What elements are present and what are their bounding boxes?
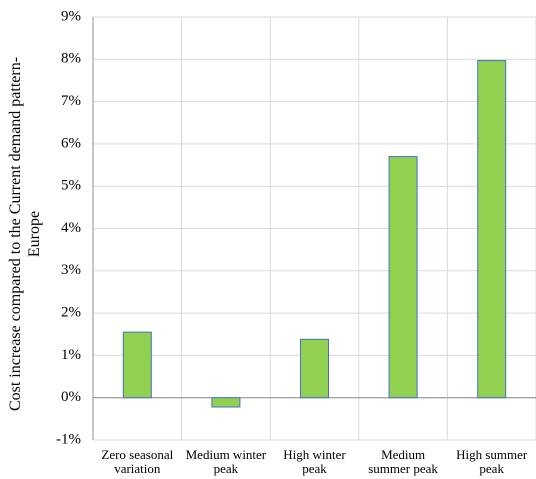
- y-tick-label: -1%: [56, 431, 81, 447]
- y-tick-label: 9%: [61, 8, 81, 24]
- y-tick-label: 3%: [61, 262, 81, 278]
- x-tick-label: Medium winter peak: [185, 447, 267, 476]
- x-tick-label: High summer peak: [456, 447, 528, 476]
- y-tick-label: 4%: [61, 220, 81, 236]
- x-tick-label: Medium summer peak: [368, 447, 438, 476]
- y-tick-label: 5%: [61, 178, 81, 194]
- y-axis-label: Cost increase compared to the Current de…: [7, 56, 43, 412]
- y-tick-label: 2%: [61, 305, 81, 321]
- bar: [388, 156, 418, 399]
- y-tick-label: 7%: [61, 93, 81, 109]
- y-tick-label: 6%: [61, 135, 81, 151]
- x-tick-label: High winter peak: [283, 447, 346, 476]
- y-tick-label: 1%: [61, 347, 81, 363]
- bar: [300, 338, 329, 399]
- bar: [122, 331, 152, 399]
- y-tick-label: 0%: [61, 389, 81, 405]
- x-tick-label: Zero seasonal variation: [101, 447, 174, 476]
- bar: [477, 60, 507, 399]
- y-tick-label: 8%: [61, 51, 81, 67]
- bar: [211, 397, 241, 408]
